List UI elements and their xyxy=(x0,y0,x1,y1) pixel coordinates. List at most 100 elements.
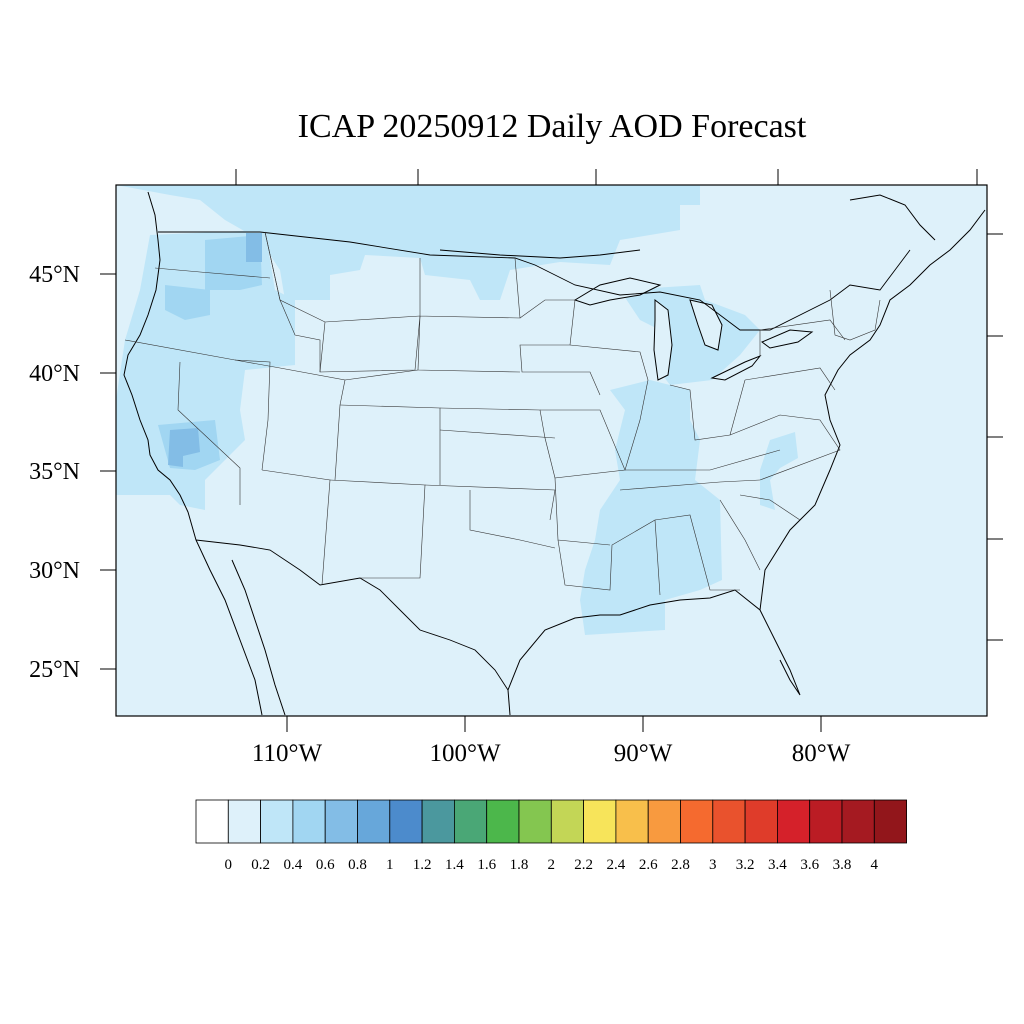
lat-label: 30°N xyxy=(29,558,80,584)
lake-michigan xyxy=(653,298,673,381)
map-frame xyxy=(115,184,988,717)
colorbar-swatch xyxy=(486,799,520,844)
colorbar-swatch xyxy=(615,799,649,844)
colorbar-swatch xyxy=(680,799,714,844)
colorbar-swatch xyxy=(389,799,423,844)
colorbar-tick-label: 0.4 xyxy=(284,857,303,873)
hudson-james-shore xyxy=(439,249,641,259)
country-borders xyxy=(158,231,911,691)
colorbar-swatch xyxy=(227,799,262,844)
lon-label: 80°W xyxy=(792,740,851,767)
baja-gulf xyxy=(231,559,286,716)
in-oh xyxy=(669,379,746,441)
va-nc xyxy=(729,414,841,481)
al-ga xyxy=(654,514,740,591)
lon-label: 110°W xyxy=(252,740,323,767)
colorbar-swatch xyxy=(260,799,294,844)
ticks xyxy=(100,169,1003,732)
la-ms xyxy=(557,519,661,596)
colorbar-swatch xyxy=(518,799,552,844)
colorbar-tick-label: 2.6 xyxy=(639,857,658,873)
colorbar-labels: 0 0.2 0.4 0.6 0.8 1 1.2 1.4 1.6 1.8 2 2.2 2.4 2.6 2.8 3… xyxy=(225,857,879,873)
sc-ga xyxy=(719,494,801,571)
colorbar-tick-label: 1.8 xyxy=(510,857,529,873)
colorbar-tick-label: 3.8 xyxy=(833,857,852,873)
atlantic-coast xyxy=(759,209,986,611)
colorbar-tick-label: 1.4 xyxy=(445,857,464,873)
coastlines xyxy=(123,191,986,716)
colorbar-tick-label: 4 xyxy=(871,857,879,873)
us-mexico-border xyxy=(195,539,509,691)
nm-tx xyxy=(329,479,426,579)
colorbar-tick-label: 2 xyxy=(548,857,556,873)
colorbar-tick-label: 2.8 xyxy=(671,857,690,873)
great-lakes xyxy=(573,277,814,381)
aod-region-gulf xyxy=(580,380,722,635)
colorbar-tick-label: 2.2 xyxy=(574,857,593,873)
colorbar-swatch xyxy=(583,799,617,844)
colorbar-swatch xyxy=(712,799,746,844)
tn-ky xyxy=(619,449,781,491)
colorbar-swatch xyxy=(421,799,455,844)
lake-superior xyxy=(573,277,662,306)
lon-label: 100°W xyxy=(429,740,500,767)
colorbar-tick-label: 0.6 xyxy=(316,857,335,873)
pa-ny xyxy=(744,319,846,391)
ok-tx xyxy=(469,490,556,549)
lake-huron xyxy=(689,299,723,351)
west-coast xyxy=(123,191,263,716)
colorbar-swatch xyxy=(744,799,778,844)
state-borders xyxy=(124,231,881,596)
colorbar-tick-label: 3.6 xyxy=(800,857,819,873)
colorbar-swatch xyxy=(453,799,488,844)
aod-region-or-plume xyxy=(165,285,210,320)
colorbar-tick-label: 0 xyxy=(225,857,233,873)
colorbar-swatch xyxy=(873,799,907,844)
map-title: ICAP 20250912 Daily AOD Forecast xyxy=(297,108,807,145)
lat-label: 35°N xyxy=(29,459,80,485)
colorbar-swatch xyxy=(647,799,681,844)
wi-il xyxy=(569,344,649,471)
wa-or xyxy=(154,267,271,279)
aod-region-eastern-patch xyxy=(760,432,798,510)
lat-label: 25°N xyxy=(29,657,80,683)
colorbar-swatch xyxy=(292,799,326,844)
us-canada-border xyxy=(158,231,911,331)
colorbar-tick-label: 3.2 xyxy=(736,857,755,873)
colorbar-tick-label: 3 xyxy=(709,857,717,873)
colorbar-tick-label: 0.2 xyxy=(251,857,270,873)
nv-ut xyxy=(234,359,271,471)
ks-ok xyxy=(424,429,556,521)
longitude-labels: 110°W 100°W 90°W 80°W xyxy=(252,740,851,767)
colorbar-tick-label: 3.4 xyxy=(768,857,787,873)
aod-region-sierra-max xyxy=(168,428,200,467)
aod-region-idaho-max xyxy=(246,233,262,262)
aod-region-canada xyxy=(116,185,700,300)
ca-nv xyxy=(177,361,241,505)
mn-ia xyxy=(519,299,601,396)
aod-region-pnw xyxy=(116,230,295,510)
wy xyxy=(319,315,421,373)
lake-erie xyxy=(710,354,762,381)
lat-label: 45°N xyxy=(29,262,80,288)
lake-ontario xyxy=(761,329,814,349)
ne-ks xyxy=(344,369,556,479)
colorbar-swatch xyxy=(550,799,584,844)
colorbar-swatch xyxy=(841,799,875,844)
canada-east-shore xyxy=(849,194,936,241)
colorbar-tick-label: 2.4 xyxy=(607,857,626,873)
colorbar-tick-label: 1.6 xyxy=(477,857,496,873)
colorbar-swatch xyxy=(324,799,358,844)
mt-south xyxy=(264,231,421,323)
colorbar-tick-label: 1.2 xyxy=(413,857,432,873)
colorbar-swatch xyxy=(357,799,391,844)
colorbar xyxy=(195,799,907,844)
new-england xyxy=(829,289,881,341)
mexico-gulf-coast xyxy=(507,589,801,716)
colorbar-tick-label: 1 xyxy=(386,857,394,873)
colorbar-swatch xyxy=(195,799,229,844)
map-panel xyxy=(115,184,988,717)
ut-co xyxy=(279,367,346,481)
latitude-labels: 45°N 40°N 35°N 30°N 25°N xyxy=(29,262,80,683)
